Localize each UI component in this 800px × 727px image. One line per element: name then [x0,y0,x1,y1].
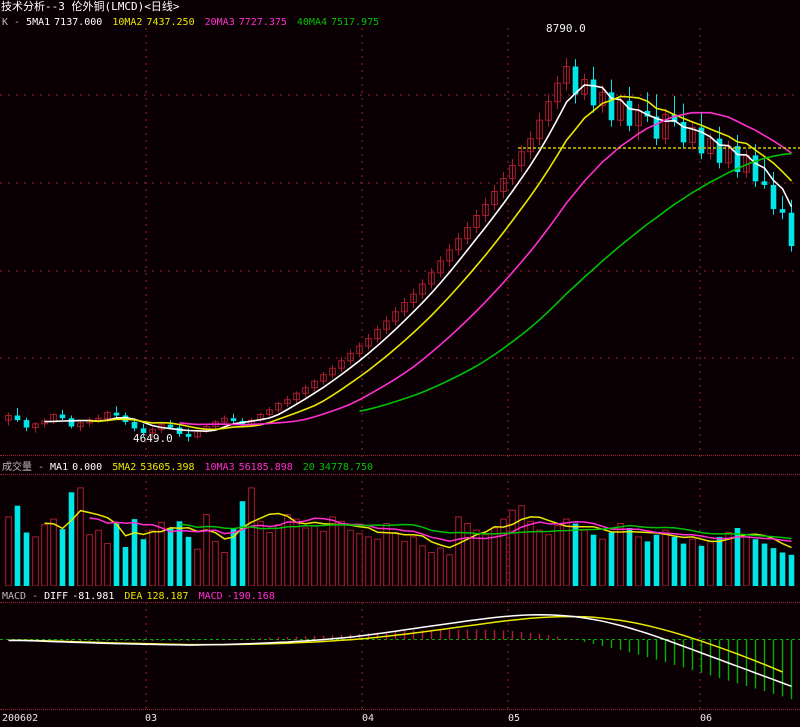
macd-legend-value-1: 128.187 [146,591,189,602]
volume-legend-label-1: 5MA2 [112,462,137,473]
volume-legend-title: 成交量 [2,462,32,473]
x-axis-label-4: 06 [700,713,713,724]
volume-legend-dash: - [38,462,45,473]
macd-legend-value-2: -190.168 [226,591,275,602]
kline-panel[interactable] [0,28,800,460]
kline-legend-dash: - [14,17,21,28]
low-price-label: 4649.0 [133,432,173,445]
kline-canvas[interactable] [0,28,800,460]
macd-panel-divider [0,602,800,603]
volume-legend: 成交量 - MA1 0.000 5MA2 53605.398 10MA3 56185.898 2… [0,461,800,474]
x-axis-label-2: 04 [362,713,375,724]
x-axis: 200602 03 04 05 06 [0,710,800,727]
kline-legend-label-1: 10MA2 [112,17,143,28]
kline-panel-divider [0,455,800,456]
macd-legend-label-1: DEA [124,591,143,602]
macd-legend-label-0: DIFF [44,591,69,602]
volume-legend-label-3: 20 [302,462,315,473]
volume-canvas[interactable] [0,474,800,586]
kline-legend-label-2: 20MA3 [204,17,235,28]
kline-legend-title: K [2,17,9,28]
macd-legend-title: MACD [2,591,27,602]
kline-legend: K -5MA1 7137.000 10MA2 7437.250 20MA3 7727.375… [0,16,800,29]
volume-panel[interactable] [0,474,800,586]
x-axis-label-1: 03 [145,713,158,724]
x-axis-label-3: 05 [508,713,521,724]
volume-legend-value-3: 34778.750 [318,462,374,473]
kline-legend-label-3: 40MA4 [296,17,327,28]
kline-legend-value-2: 7727.375 [238,17,287,28]
volume-legend-label-0: MA1 [50,462,69,473]
high-price-label: 8790.0 [546,22,586,35]
volume-legend-value-0: 0.000 [72,462,103,473]
macd-canvas[interactable] [0,602,800,710]
kline-legend-value-1: 7437.250 [146,17,195,28]
volume-legend-label-2: 10MA3 [204,462,235,473]
volume-panel-divider [0,474,800,475]
volume-legend-value-2: 56185.898 [238,462,293,473]
macd-legend: MACD - DIFF -81.981 DEA 128.187 MACD -190.168 [0,590,800,603]
x-axis-divider [0,709,800,710]
macd-legend-label-2: MACD [198,591,223,602]
window-title: 技术分析--3 伦外铜(LMCD)<日线> [1,0,180,13]
volume-legend-value-1: 53605.398 [140,462,195,473]
macd-legend-value-0: -81.981 [72,591,115,602]
macd-legend-dash: - [32,591,39,602]
x-axis-label-0: 200602 [2,713,39,724]
kline-legend-value-0: 7137.000 [54,17,103,28]
kline-legend-label-0: 5MA1 [26,17,51,28]
macd-panel[interactable] [0,602,800,710]
kline-legend-value-3: 7517.975 [331,17,380,28]
